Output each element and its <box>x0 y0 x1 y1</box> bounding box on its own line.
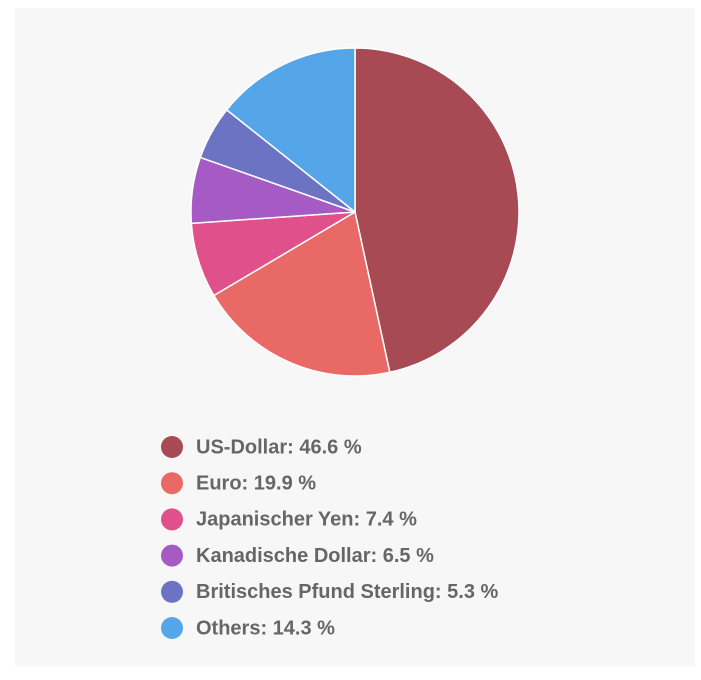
legend-label: Britisches Pfund Sterling: 5.3 % <box>196 581 499 603</box>
pie-slice <box>225 47 356 214</box>
legend-marker <box>161 508 183 531</box>
legend-label: US-Dollar: 46.6 % <box>196 436 362 458</box>
legend-marker <box>161 617 183 639</box>
legend-label: Others: 14.3 % <box>196 617 335 639</box>
pie-slice <box>212 210 391 377</box>
pie-slice <box>354 47 520 374</box>
legend-marker <box>161 544 183 567</box>
legend-marker <box>161 472 183 495</box>
legend-label: Japanischer Yen: 7.4 % <box>196 509 417 531</box>
legend-marker <box>161 580 183 603</box>
legend-label: Kanadische Dollar: 6.5 % <box>196 545 434 567</box>
legend-label: Euro: 19.9 % <box>196 472 316 494</box>
legend-marker <box>161 436 183 458</box>
